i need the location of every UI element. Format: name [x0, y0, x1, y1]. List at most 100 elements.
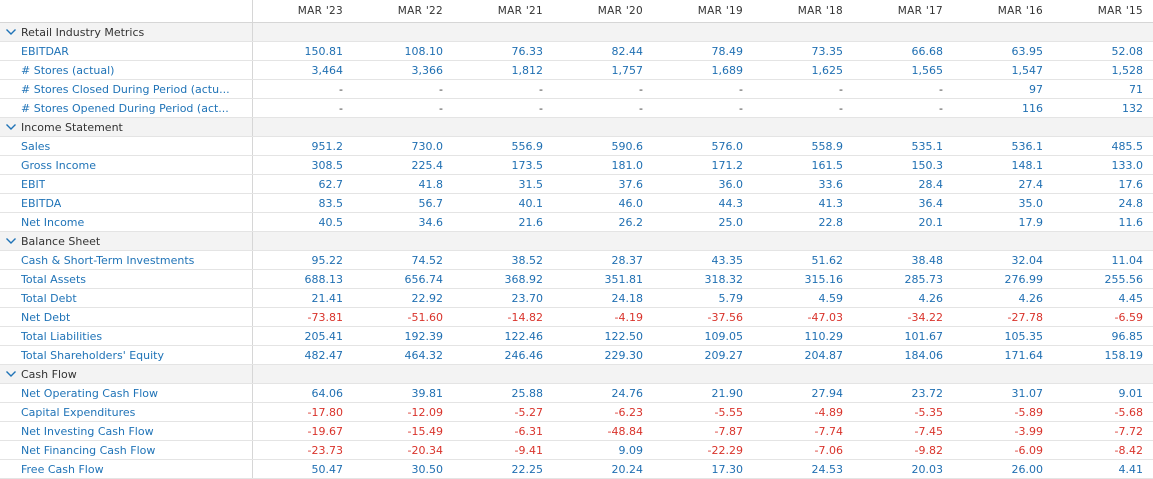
chevron-down-icon[interactable] — [4, 234, 18, 248]
metric-label-cell: Total Liabilities — [0, 327, 253, 345]
value-cell: 17.30 — [711, 462, 744, 476]
chevron-down-icon[interactable] — [4, 120, 18, 134]
table-row: Net Financing Cash Flow -23.73 -20.34 -9.41… — [0, 441, 1153, 460]
metric-label[interactable]: Net Income — [21, 215, 85, 229]
chevron-down-icon[interactable] — [4, 367, 18, 381]
metric-label[interactable]: Net Investing Cash Flow — [21, 424, 154, 438]
metric-label[interactable]: Net Operating Cash Flow — [21, 386, 159, 400]
metric-label[interactable]: Total Shareholders' Equity — [21, 348, 164, 362]
year-header[interactable]: MAR '18 — [797, 5, 843, 17]
value-cell: 1,812 — [511, 63, 544, 77]
metric-label-cell: # Stores Opened During Period (act... — [0, 99, 253, 117]
metric-label[interactable]: Free Cash Flow — [21, 462, 104, 476]
table-row: Sales 951.2 730.0 556.9 590.6 576.0 558.9 535.1… — [0, 137, 1153, 156]
value-cell: 78.49 — [711, 44, 744, 58]
metric-label-cell: Free Cash Flow — [0, 460, 253, 478]
value-cell: 82.44 — [611, 44, 644, 58]
year-header[interactable]: MAR '19 — [697, 5, 743, 17]
chevron-down-icon[interactable] — [4, 25, 18, 39]
value-cell: 20.24 — [611, 462, 644, 476]
value-cell: 730.0 — [411, 139, 444, 153]
section-toggle[interactable]: Retail Industry Metrics — [0, 23, 253, 41]
value-cell: -17.80 — [307, 405, 343, 419]
year-header[interactable]: MAR '23 — [297, 5, 343, 17]
section-fill — [253, 118, 1153, 136]
metric-label-cell: Total Debt — [0, 289, 253, 307]
metric-label-cell: Total Shareholders' Equity — [0, 346, 253, 364]
year-header[interactable]: MAR '21 — [497, 5, 543, 17]
value-cell: 122.50 — [604, 329, 644, 343]
value-cell: -9.41 — [514, 443, 543, 457]
value-cell: 4.59 — [818, 291, 844, 305]
metric-label-cell: Total Assets — [0, 270, 253, 288]
value-cell: -37.56 — [707, 310, 743, 324]
section-header[interactable]: Income Statement — [0, 118, 1153, 137]
value-cell: 50.47 — [311, 462, 344, 476]
metric-label[interactable]: Net Financing Cash Flow — [21, 443, 156, 457]
metric-label[interactable]: Total Liabilities — [21, 329, 103, 343]
section-toggle[interactable]: Income Statement — [0, 118, 253, 136]
metric-label[interactable]: Cash & Short-Term Investments — [21, 253, 195, 267]
value-cell: 40.1 — [518, 196, 544, 210]
metric-label-cell: Net Investing Cash Flow — [0, 422, 253, 440]
value-cell: -5.27 — [514, 405, 543, 419]
table-row: Gross Income 308.5 225.4 173.5 181.0 171.2 161… — [0, 156, 1153, 175]
metric-label[interactable]: EBIT — [21, 177, 46, 191]
value-cell: 51.62 — [811, 253, 844, 267]
value-cell: 22.92 — [411, 291, 444, 305]
value-cell: 97 — [1029, 82, 1043, 96]
metric-label[interactable]: Sales — [21, 139, 51, 153]
value-cell: 36.4 — [918, 196, 944, 210]
metric-label[interactable]: # Stores Closed During Period (actu... — [21, 82, 230, 96]
value-cell: -48.84 — [607, 424, 643, 438]
table-row: Net Investing Cash Flow -19.67 -15.49 -6.31… — [0, 422, 1153, 441]
table-row: Capital Expenditures -17.80 -12.09 -5.27 -6.… — [0, 403, 1153, 422]
value-cell: 24.18 — [611, 291, 644, 305]
value-cell: 11.6 — [1118, 215, 1144, 229]
year-header[interactable]: MAR '15 — [1097, 5, 1143, 17]
metric-label[interactable]: Total Assets — [21, 272, 86, 286]
table-row: Net Debt -73.81 -51.60 -14.82 -4.19 -37.56 -47… — [0, 308, 1153, 327]
value-cell: 1,689 — [711, 63, 744, 77]
value-cell: - — [439, 101, 443, 115]
section-toggle[interactable]: Balance Sheet — [0, 232, 253, 250]
metric-label[interactable]: Gross Income — [21, 158, 96, 172]
value-cell: 110.29 — [804, 329, 844, 343]
value-cell: 150.81 — [304, 44, 344, 58]
section-toggle[interactable]: Cash Flow — [0, 365, 253, 383]
value-cell: 33.6 — [818, 177, 844, 191]
year-header[interactable]: MAR '20 — [597, 5, 643, 17]
value-cell: -7.45 — [914, 424, 943, 438]
value-cell: -51.60 — [407, 310, 443, 324]
section-header[interactable]: Balance Sheet — [0, 232, 1153, 251]
year-header[interactable]: MAR '17 — [897, 5, 943, 17]
value-cell: -4.89 — [814, 405, 843, 419]
metric-label[interactable]: Net Debt — [21, 310, 71, 324]
metric-label[interactable]: Capital Expenditures — [21, 405, 136, 419]
section-fill — [253, 232, 1153, 250]
section-header[interactable]: Cash Flow — [0, 365, 1153, 384]
section-title: Income Statement — [21, 120, 123, 134]
table-row: Cash & Short-Term Investments 95.22 74.52 3… — [0, 251, 1153, 270]
section-header[interactable]: Retail Industry Metrics — [0, 23, 1153, 42]
value-cell: - — [839, 82, 843, 96]
value-cell: - — [939, 101, 943, 115]
value-cell: 64.06 — [311, 386, 344, 400]
metric-label[interactable]: # Stores (actual) — [21, 63, 115, 77]
table-row: Total Assets 688.13 656.74 368.92 351.81 318.… — [0, 270, 1153, 289]
value-cell: 184.06 — [904, 348, 944, 362]
section-fill — [253, 365, 1153, 383]
value-cell: 5.79 — [718, 291, 744, 305]
year-header[interactable]: MAR '16 — [997, 5, 1043, 17]
value-cell: 161.5 — [811, 158, 844, 172]
year-header[interactable]: MAR '22 — [397, 5, 443, 17]
metric-label[interactable]: EBITDA — [21, 196, 62, 210]
value-cell: 209.27 — [704, 348, 744, 362]
metric-label[interactable]: # Stores Opened During Period (act... — [21, 101, 229, 115]
value-cell: 23.72 — [911, 386, 944, 400]
metric-label[interactable]: EBITDAR — [21, 44, 69, 58]
value-cell: 35.0 — [1018, 196, 1044, 210]
value-cell: -4.19 — [614, 310, 643, 324]
metric-label[interactable]: Total Debt — [21, 291, 77, 305]
value-cell: 25.0 — [718, 215, 744, 229]
